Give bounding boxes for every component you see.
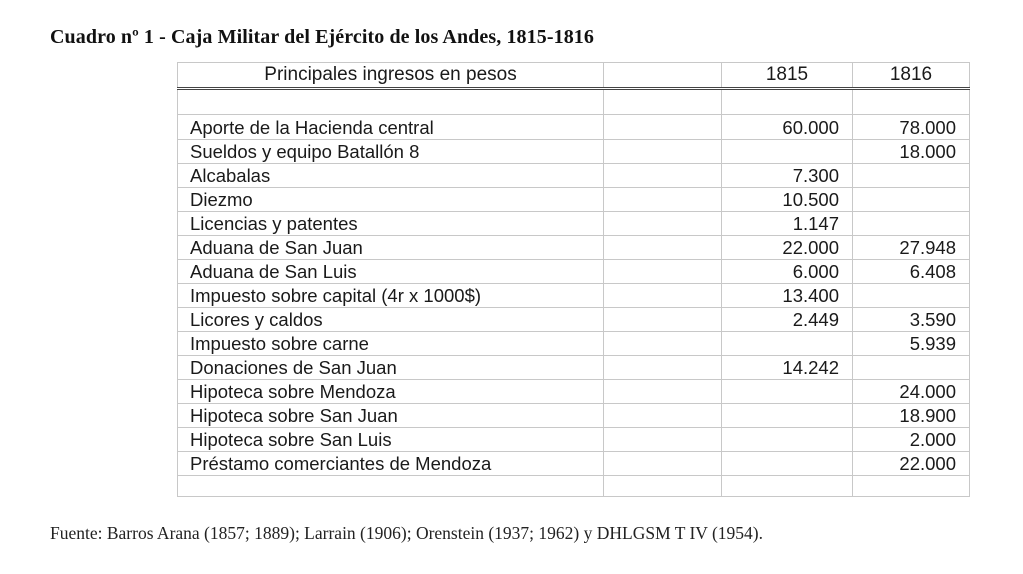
empty-cell bbox=[603, 403, 722, 428]
value-1816: 18.900 bbox=[852, 403, 970, 428]
table-row: Licores y caldos 2.449 3.590 bbox=[177, 307, 970, 332]
empty-cell bbox=[177, 88, 604, 115]
empty-cell bbox=[603, 114, 722, 140]
value-1816 bbox=[852, 211, 970, 236]
value-1815: 2.449 bbox=[721, 307, 853, 332]
row-label: Hipoteca sobre Mendoza bbox=[177, 379, 604, 404]
empty-cell bbox=[603, 331, 722, 356]
value-1815: 22.000 bbox=[721, 235, 853, 260]
row-label: Aporte de la Hacienda central bbox=[177, 114, 604, 140]
empty-cell bbox=[852, 475, 970, 497]
row-label: Donaciones de San Juan bbox=[177, 355, 604, 380]
value-1815: 10.500 bbox=[721, 187, 853, 212]
empty-cell bbox=[603, 475, 722, 497]
header-row: Principales ingresos en pesos 1815 1816 bbox=[177, 62, 970, 89]
spacer-row bbox=[177, 88, 970, 115]
value-1815: 14.242 bbox=[721, 355, 853, 380]
value-1815: 6.000 bbox=[721, 259, 853, 284]
table-row: Aduana de San Juan 22.000 27.948 bbox=[177, 235, 970, 260]
table-title: Cuadro nº 1 - Caja Militar del Ejército … bbox=[50, 26, 595, 48]
table-row: Aduana de San Luis 6.000 6.408 bbox=[177, 259, 970, 284]
value-1815 bbox=[721, 451, 853, 476]
header-blank bbox=[603, 62, 722, 89]
row-label: Impuesto sobre capital (4r x 1000$) bbox=[177, 283, 604, 308]
value-1816 bbox=[852, 163, 970, 188]
table-row: Sueldos y equipo Batallón 8 18.000 bbox=[177, 139, 970, 164]
value-1816: 78.000 bbox=[852, 114, 970, 140]
value-1816 bbox=[852, 187, 970, 212]
empty-cell bbox=[603, 211, 722, 236]
table-row: Préstamo comerciantes de Mendoza 22.000 bbox=[177, 451, 970, 476]
table-row: Diezmo 10.500 bbox=[177, 187, 970, 212]
table-row: Impuesto sobre capital (4r x 1000$) 13.4… bbox=[177, 283, 970, 308]
spacer-row bbox=[177, 475, 970, 497]
empty-cell bbox=[603, 235, 722, 260]
empty-cell bbox=[852, 88, 970, 115]
value-1816: 3.590 bbox=[852, 307, 970, 332]
header-income-label: Principales ingresos en pesos bbox=[177, 62, 604, 89]
table-row: Hipoteca sobre San Juan 18.900 bbox=[177, 403, 970, 428]
value-1816: 2.000 bbox=[852, 427, 970, 452]
value-1816: 27.948 bbox=[852, 235, 970, 260]
empty-cell bbox=[721, 88, 853, 115]
row-label: Diezmo bbox=[177, 187, 604, 212]
empty-cell bbox=[177, 475, 604, 497]
value-1815 bbox=[721, 139, 853, 164]
value-1816 bbox=[852, 283, 970, 308]
value-1815 bbox=[721, 331, 853, 356]
value-1815 bbox=[721, 379, 853, 404]
header-1816: 1816 bbox=[852, 62, 970, 89]
empty-cell bbox=[603, 451, 722, 476]
empty-cell bbox=[603, 307, 722, 332]
row-label: Licores y caldos bbox=[177, 307, 604, 332]
row-label: Aduana de San Juan bbox=[177, 235, 604, 260]
header-1815: 1815 bbox=[721, 62, 853, 89]
table-row: Donaciones de San Juan 14.242 bbox=[177, 355, 970, 380]
value-1815: 7.300 bbox=[721, 163, 853, 188]
empty-cell bbox=[721, 475, 853, 497]
source-note: Fuente: Barros Arana (1857; 1889); Larra… bbox=[50, 523, 764, 543]
row-label: Alcabalas bbox=[177, 163, 604, 188]
value-1815 bbox=[721, 403, 853, 428]
empty-cell bbox=[603, 355, 722, 380]
value-1816: 6.408 bbox=[852, 259, 970, 284]
row-label: Hipoteca sobre San Juan bbox=[177, 403, 604, 428]
value-1816 bbox=[852, 355, 970, 380]
empty-cell bbox=[603, 163, 722, 188]
empty-cell bbox=[603, 427, 722, 452]
empty-cell bbox=[603, 259, 722, 284]
empty-cell bbox=[603, 187, 722, 212]
row-label: Impuesto sobre carne bbox=[177, 331, 604, 356]
table-row: Hipoteca sobre Mendoza 24.000 bbox=[177, 379, 970, 404]
value-1816: 18.000 bbox=[852, 139, 970, 164]
table-row: Alcabalas 7.300 bbox=[177, 163, 970, 188]
table-row: Licencias y patentes 1.147 bbox=[177, 211, 970, 236]
value-1815 bbox=[721, 427, 853, 452]
value-1816: 5.939 bbox=[852, 331, 970, 356]
value-1815: 60.000 bbox=[721, 114, 853, 140]
value-1815: 13.400 bbox=[721, 283, 853, 308]
empty-cell bbox=[603, 283, 722, 308]
row-label: Licencias y patentes bbox=[177, 211, 604, 236]
row-label: Sueldos y equipo Batallón 8 bbox=[177, 139, 604, 164]
table-row: Impuesto sobre carne 5.939 bbox=[177, 331, 970, 356]
empty-cell bbox=[603, 379, 722, 404]
value-1816: 22.000 bbox=[852, 451, 970, 476]
table-row: Aporte de la Hacienda central 60.000 78.… bbox=[177, 114, 970, 140]
table-row: Hipoteca sobre San Luis 2.000 bbox=[177, 427, 970, 452]
row-label: Hipoteca sobre San Luis bbox=[177, 427, 604, 452]
income-table: Principales ingresos en pesos 1815 1816 … bbox=[177, 62, 970, 497]
value-1816: 24.000 bbox=[852, 379, 970, 404]
row-label: Aduana de San Luis bbox=[177, 259, 604, 284]
row-label: Préstamo comerciantes de Mendoza bbox=[177, 451, 604, 476]
empty-cell bbox=[603, 139, 722, 164]
value-1815: 1.147 bbox=[721, 211, 853, 236]
empty-cell bbox=[603, 88, 722, 115]
